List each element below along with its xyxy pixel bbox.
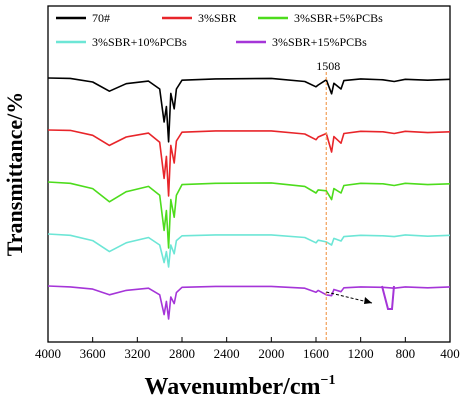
plot-frame — [47, 5, 451, 343]
x-tick-label: 1600 — [303, 346, 329, 361]
x-tick-label: 400 — [440, 346, 460, 361]
x-tick-label: 3600 — [80, 346, 106, 361]
x-tick-label: 2800 — [169, 346, 195, 361]
x-tick-label: 1200 — [348, 346, 374, 361]
inset-arrow-line — [326, 291, 373, 304]
series-line-0 — [47, 77, 451, 143]
magnified-peak-inset — [326, 285, 395, 310]
series-line-4 — [47, 285, 451, 320]
legend: 70# 3%SBR 3%SBR+5%PCBs 3%SBR+10%PCBs 3%SBR+1… — [56, 11, 383, 49]
legend-label-0: 70# — [92, 11, 110, 25]
x-tick-label: 2000 — [258, 346, 284, 361]
inset-arrow-head — [364, 297, 372, 304]
series-line-3 — [47, 233, 451, 268]
legend-label-4: 3%SBR+15%PCBs — [272, 35, 367, 49]
reference-line-label: 1508 — [316, 59, 340, 73]
x-axis-ticks: 4000 3600 3200 2800 2400 2000 1600 1200 800 400 — [35, 337, 460, 361]
inset-peak-shape — [381, 285, 395, 310]
y-axis-title: Transmittance/% — [2, 92, 27, 257]
x-axis-title: Wavenumber/cm−1 — [145, 373, 336, 400]
legend-label-1: 3%SBR — [198, 11, 237, 25]
series-line-1 — [47, 129, 451, 197]
legend-label-3: 3%SBR+10%PCBs — [92, 35, 187, 49]
x-tick-label: 2400 — [214, 346, 240, 361]
x-axis-title-superscript: −1 — [321, 373, 336, 388]
reference-line-group: 1508 — [316, 59, 340, 342]
legend-label-2: 3%SBR+5%PCBs — [294, 11, 383, 25]
x-tick-label: 800 — [396, 346, 416, 361]
x-tick-label: 3200 — [124, 346, 150, 361]
spectra-curves — [47, 77, 451, 320]
x-tick-label: 4000 — [35, 346, 61, 361]
series-line-2 — [47, 181, 451, 249]
x-axis-title-text: Wavenumber/cm — [145, 374, 321, 400]
